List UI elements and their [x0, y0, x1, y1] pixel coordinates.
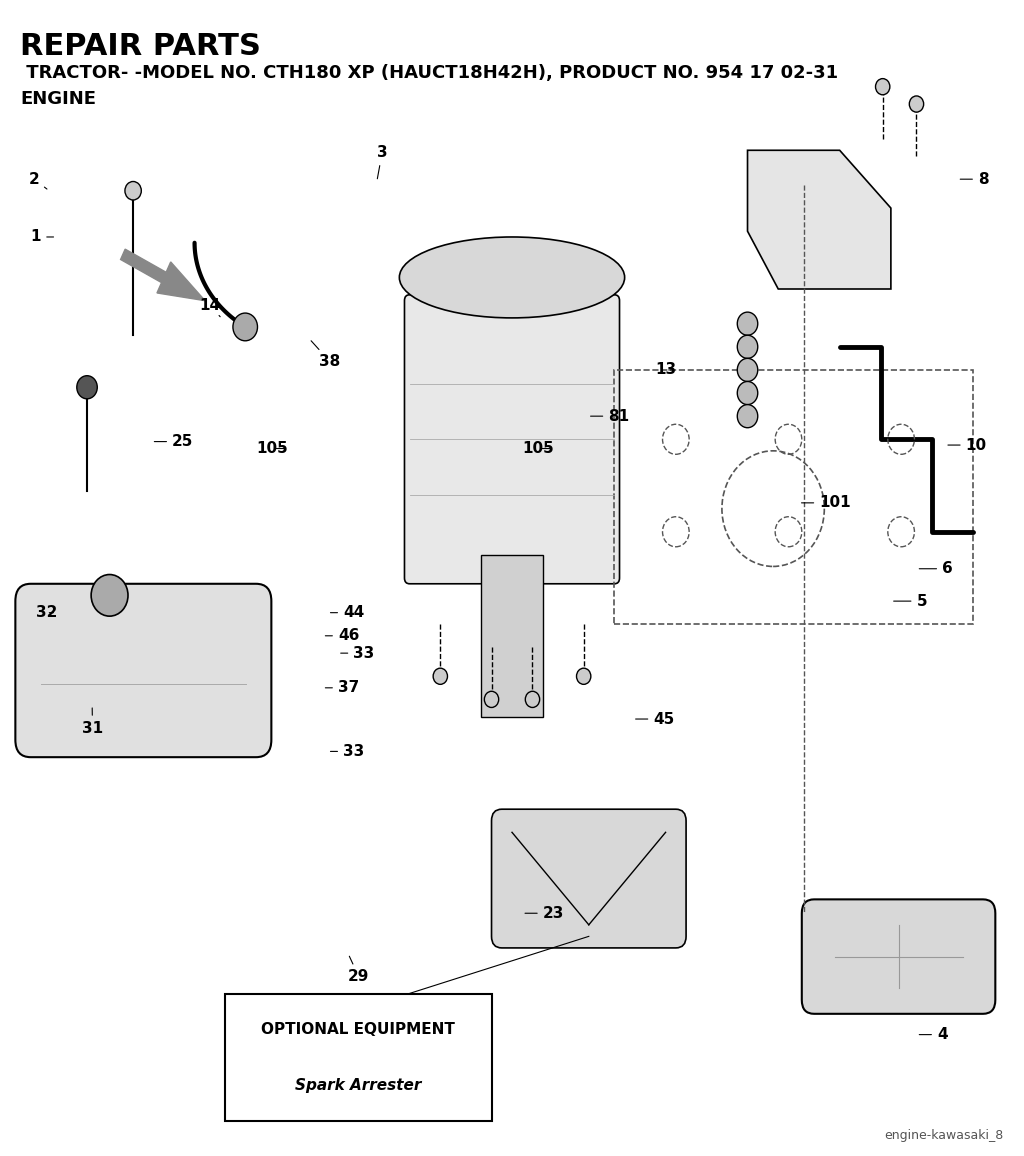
- Circle shape: [484, 691, 499, 707]
- Circle shape: [737, 312, 758, 335]
- Circle shape: [125, 181, 141, 200]
- Text: 13: 13: [655, 363, 677, 377]
- Text: 4: 4: [920, 1028, 947, 1042]
- Text: engine-kawasaki_8: engine-kawasaki_8: [885, 1129, 1004, 1142]
- FancyBboxPatch shape: [15, 584, 271, 757]
- Bar: [481, 555, 543, 717]
- Text: 6: 6: [920, 562, 952, 576]
- Ellipse shape: [399, 237, 625, 318]
- Text: TRACTOR- -MODEL NO. CTH180 XP (HAUCT18H42H), PRODUCT NO. 954 17 02-31: TRACTOR- -MODEL NO. CTH180 XP (HAUCT18H4…: [20, 64, 839, 82]
- Bar: [225, 994, 492, 1121]
- Text: 44: 44: [331, 606, 365, 620]
- Text: 1: 1: [31, 230, 53, 244]
- Circle shape: [525, 691, 540, 707]
- Circle shape: [876, 79, 890, 95]
- Circle shape: [577, 668, 591, 684]
- Text: 25: 25: [155, 435, 194, 449]
- Text: 2: 2: [29, 172, 47, 190]
- Text: 105: 105: [522, 442, 554, 455]
- Circle shape: [737, 358, 758, 381]
- Text: 3: 3: [377, 146, 387, 179]
- Text: 37: 37: [326, 681, 359, 695]
- Text: 29: 29: [348, 956, 370, 984]
- Bar: [614, 370, 973, 624]
- FancyBboxPatch shape: [492, 809, 686, 948]
- FancyArrow shape: [121, 250, 205, 301]
- Text: 14: 14: [200, 298, 221, 317]
- Text: 33: 33: [331, 744, 365, 758]
- Text: 46: 46: [326, 629, 359, 643]
- Circle shape: [909, 96, 924, 112]
- Text: 8: 8: [961, 172, 988, 186]
- Text: 33: 33: [341, 646, 375, 660]
- Text: 38: 38: [311, 341, 341, 369]
- Circle shape: [232, 313, 257, 341]
- Text: Spark Arrester: Spark Arrester: [295, 1079, 422, 1094]
- Text: 23: 23: [525, 906, 564, 920]
- Circle shape: [433, 668, 447, 684]
- Circle shape: [91, 575, 128, 616]
- Text: 105: 105: [256, 442, 288, 455]
- Circle shape: [77, 376, 97, 399]
- FancyBboxPatch shape: [802, 899, 995, 1014]
- Text: 31: 31: [82, 707, 103, 735]
- Text: 45: 45: [636, 712, 675, 726]
- Text: 32: 32: [36, 606, 57, 620]
- Text: 10: 10: [948, 438, 987, 452]
- Circle shape: [737, 335, 758, 358]
- Text: REPAIR PARTS: REPAIR PARTS: [20, 32, 261, 61]
- Circle shape: [737, 405, 758, 428]
- Text: 101: 101: [802, 496, 851, 510]
- Circle shape: [737, 381, 758, 405]
- Polygon shape: [748, 150, 891, 289]
- Text: 81: 81: [591, 409, 630, 423]
- Text: 5: 5: [894, 594, 927, 608]
- FancyBboxPatch shape: [404, 295, 620, 584]
- Text: OPTIONAL EQUIPMENT: OPTIONAL EQUIPMENT: [261, 1022, 456, 1037]
- Text: ENGINE: ENGINE: [20, 90, 96, 109]
